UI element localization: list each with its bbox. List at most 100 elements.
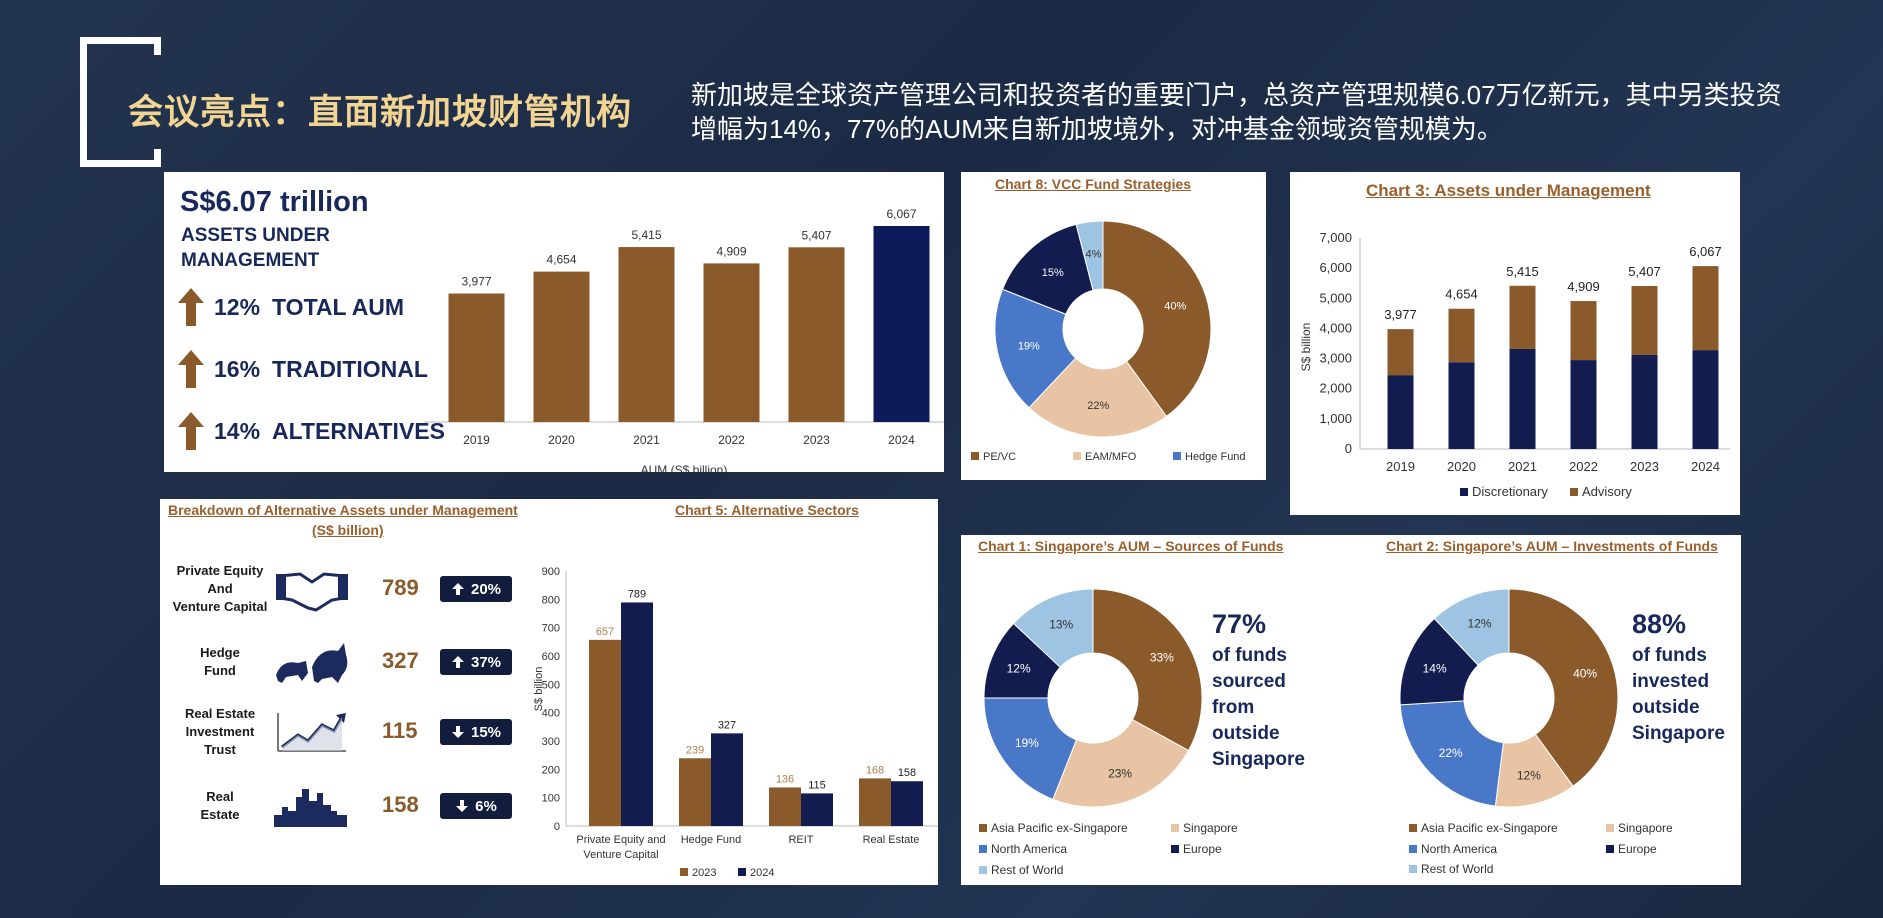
bull-shape — [312, 643, 348, 683]
data-label: 168 — [866, 764, 884, 776]
building — [288, 811, 296, 827]
y-tick-label: 400 — [542, 708, 560, 720]
stat-label: TRADITIONAL — [272, 355, 428, 382]
tick-label: 2020 — [548, 433, 575, 447]
legend-label: Rest of World — [1421, 862, 1493, 876]
total-label: 3,977 — [1384, 307, 1417, 322]
data-label: 4,654 — [546, 253, 576, 267]
data-label: 136 — [776, 773, 794, 785]
y-tick-label: 3,000 — [1319, 351, 1352, 366]
pie-slice — [1399, 700, 1504, 807]
legend-label: Discretionary — [1472, 484, 1548, 499]
legend-label: 2023 — [692, 867, 716, 879]
alt-row-value: 789 — [382, 575, 419, 600]
stacked-bar-segment — [1631, 286, 1658, 355]
y-tick-label: 100 — [542, 793, 560, 805]
title-bracket-decoration — [80, 37, 161, 167]
slice-label: 12% — [1517, 768, 1541, 782]
total-label: 5,415 — [1506, 264, 1539, 279]
tick-label: 2019 — [463, 433, 490, 447]
alt-breakdown-title-line1: Breakdown of Alternative Assets under Ma… — [168, 502, 518, 518]
stacked-bar-segment — [1631, 354, 1658, 449]
chart8-title: Chart 8: VCC Fund Strategies — [995, 176, 1192, 192]
x-axis-title: AUM (S$ billion) — [641, 463, 728, 472]
pie-slice — [1092, 588, 1203, 752]
bar — [873, 225, 930, 422]
change-percent: 20% — [470, 580, 502, 598]
bear-shape — [276, 661, 308, 683]
caption-line: Singapore — [1212, 749, 1305, 770]
y-tick-label: 7,000 — [1319, 230, 1352, 245]
alt-row-label-line: Hedge — [200, 645, 240, 660]
chart5-title: Chart 5: Alternative Sectors — [675, 502, 859, 518]
legend-swatch — [1570, 488, 1578, 496]
legend-swatch — [1460, 488, 1468, 496]
building — [296, 797, 302, 827]
funds-panel: Chart 1: Singapore’s AUM – Sources of Fu… — [961, 535, 1741, 885]
intro-text: 新加坡是全球资产管理公司和投资者的重要门户，总资产管理规模6.07万亿新元，其中… — [691, 80, 1782, 144]
stacked-bar-segment — [1448, 308, 1475, 363]
pie-slice — [1052, 719, 1190, 808]
x-tick-label: Real Estate — [863, 834, 920, 846]
legend-label: Advisory — [1582, 484, 1632, 499]
alt-row-label-line: Real Estate — [184, 706, 256, 721]
data-label: 158 — [898, 767, 916, 779]
bar — [769, 787, 801, 826]
stacked-bar-segment — [1509, 348, 1536, 449]
y-axis-title: S$ billion — [1299, 323, 1313, 372]
arrow-up-icon — [451, 656, 464, 668]
slice-label: 14% — [1423, 662, 1447, 676]
caption-line: of funds — [1632, 645, 1707, 666]
bar — [589, 639, 621, 826]
y-tick-label: 5,000 — [1319, 290, 1352, 305]
stacked-bar-segment — [1387, 375, 1414, 449]
y-tick-label: 2,000 — [1319, 381, 1352, 396]
legend-label: Hedge Fund — [1185, 451, 1246, 463]
arrow-shape — [451, 583, 464, 595]
alt-row-label: Real Estate — [160, 788, 280, 824]
up-arrow-stem — [186, 426, 196, 450]
alt-row-label-line: Trust — [204, 742, 236, 757]
x-tick-label: 2021 — [1508, 459, 1537, 474]
chart3-stacked-bar: 0 1,000 2,000 3,000 4,000 5,000 6,000 7,000 S$ b… — [1299, 230, 1730, 499]
legend-swatch — [738, 868, 746, 876]
alt-row-value: 115 — [382, 718, 418, 743]
alt-row-value: 327 — [382, 648, 419, 673]
arrow-down-icon — [451, 726, 464, 738]
slice-label: 13% — [1049, 618, 1073, 632]
x-tick-label: Venture Capital — [583, 849, 658, 861]
y-tick-label: 600 — [542, 651, 560, 663]
alt-row-label-line: Real — [206, 789, 234, 804]
legend-swatch — [979, 824, 987, 832]
x-tick-label: 2019 — [1386, 459, 1415, 474]
chart1-big-percent: 77% — [1212, 609, 1267, 639]
y-tick-label: 200 — [542, 764, 560, 776]
tick-label: 2024 — [888, 433, 915, 447]
legend-swatch — [1409, 865, 1417, 873]
slice-label: 40% — [1573, 666, 1597, 680]
x-tick-label: 2020 — [1447, 459, 1476, 474]
aum-subtitle-line2: MANAGEMENT — [181, 250, 320, 271]
arrow-up-icon — [451, 583, 464, 595]
stacked-bar-segment — [1509, 285, 1536, 349]
legend-swatch — [1171, 845, 1179, 853]
chart2-caption: of funds invested outside Singapore — [1632, 643, 1725, 747]
y-tick-label: 0 — [1345, 441, 1352, 456]
x-tick-label: Private Equity and — [576, 834, 665, 846]
caption-line: of funds — [1212, 645, 1287, 666]
sleeve-right — [338, 574, 348, 600]
y-tick-label: 1,000 — [1319, 411, 1352, 426]
handshake-shape — [278, 572, 346, 612]
legend-swatch — [1606, 824, 1614, 832]
data-label: 5,415 — [631, 228, 661, 242]
stat-label: ALTERNATIVES — [272, 417, 445, 444]
up-arrow-head — [178, 412, 204, 427]
chart3-title: Chart 3: Assets under Management — [1366, 181, 1651, 200]
building — [309, 801, 317, 827]
slice-label: 12% — [1007, 662, 1031, 676]
slice-label: 15% — [1042, 267, 1064, 279]
legend-swatch — [979, 845, 987, 853]
legend-label: Singapore — [1618, 821, 1673, 835]
arrow-shape — [456, 800, 469, 812]
